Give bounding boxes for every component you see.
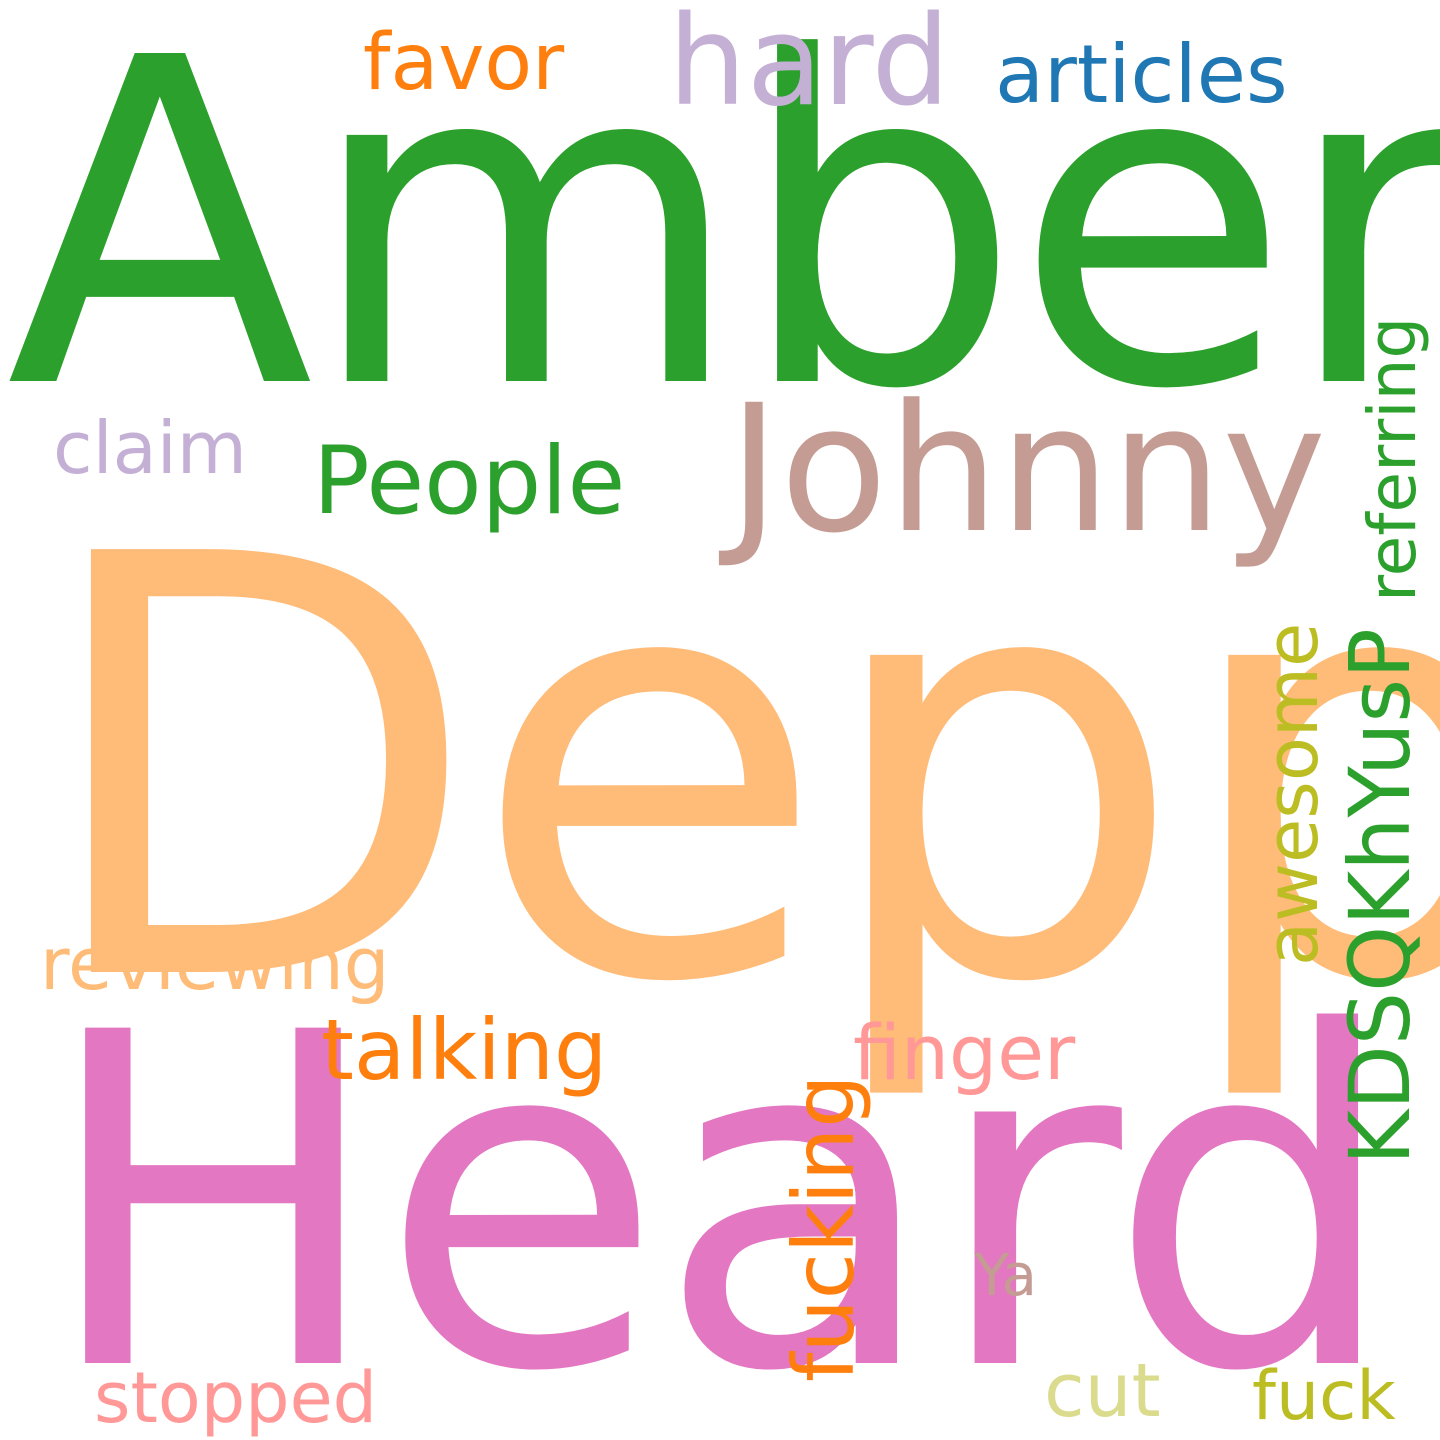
word-stopped: stopped (94, 1357, 378, 1439)
word-referring: referring (1354, 316, 1431, 602)
word-articles: articles (995, 28, 1288, 121)
word-hard: hard (668, 0, 951, 134)
word-people: People (313, 427, 626, 536)
word-awesome: awesome (1250, 622, 1334, 966)
word-favor: favor (363, 18, 565, 108)
word-fucking: fucking (775, 1074, 873, 1382)
word-reviewing: reviewing (40, 922, 390, 1006)
word-cut: cut (1044, 1348, 1161, 1434)
word-depp: Depp (34, 434, 1440, 1109)
word-kdsqkhyusp: KDSQKhYusP (1331, 628, 1429, 1165)
word-talking: talking (321, 1001, 608, 1099)
word-amber: Amber (6, 0, 1440, 488)
word-johnny: Johnny (728, 367, 1327, 572)
word-heard: Heard (40, 937, 1400, 1440)
word-fuck: fuck (1252, 1357, 1396, 1436)
word-claim: claim (53, 406, 247, 490)
word-finger: finger (853, 1008, 1076, 1097)
word-ya: Ya (974, 1241, 1037, 1309)
